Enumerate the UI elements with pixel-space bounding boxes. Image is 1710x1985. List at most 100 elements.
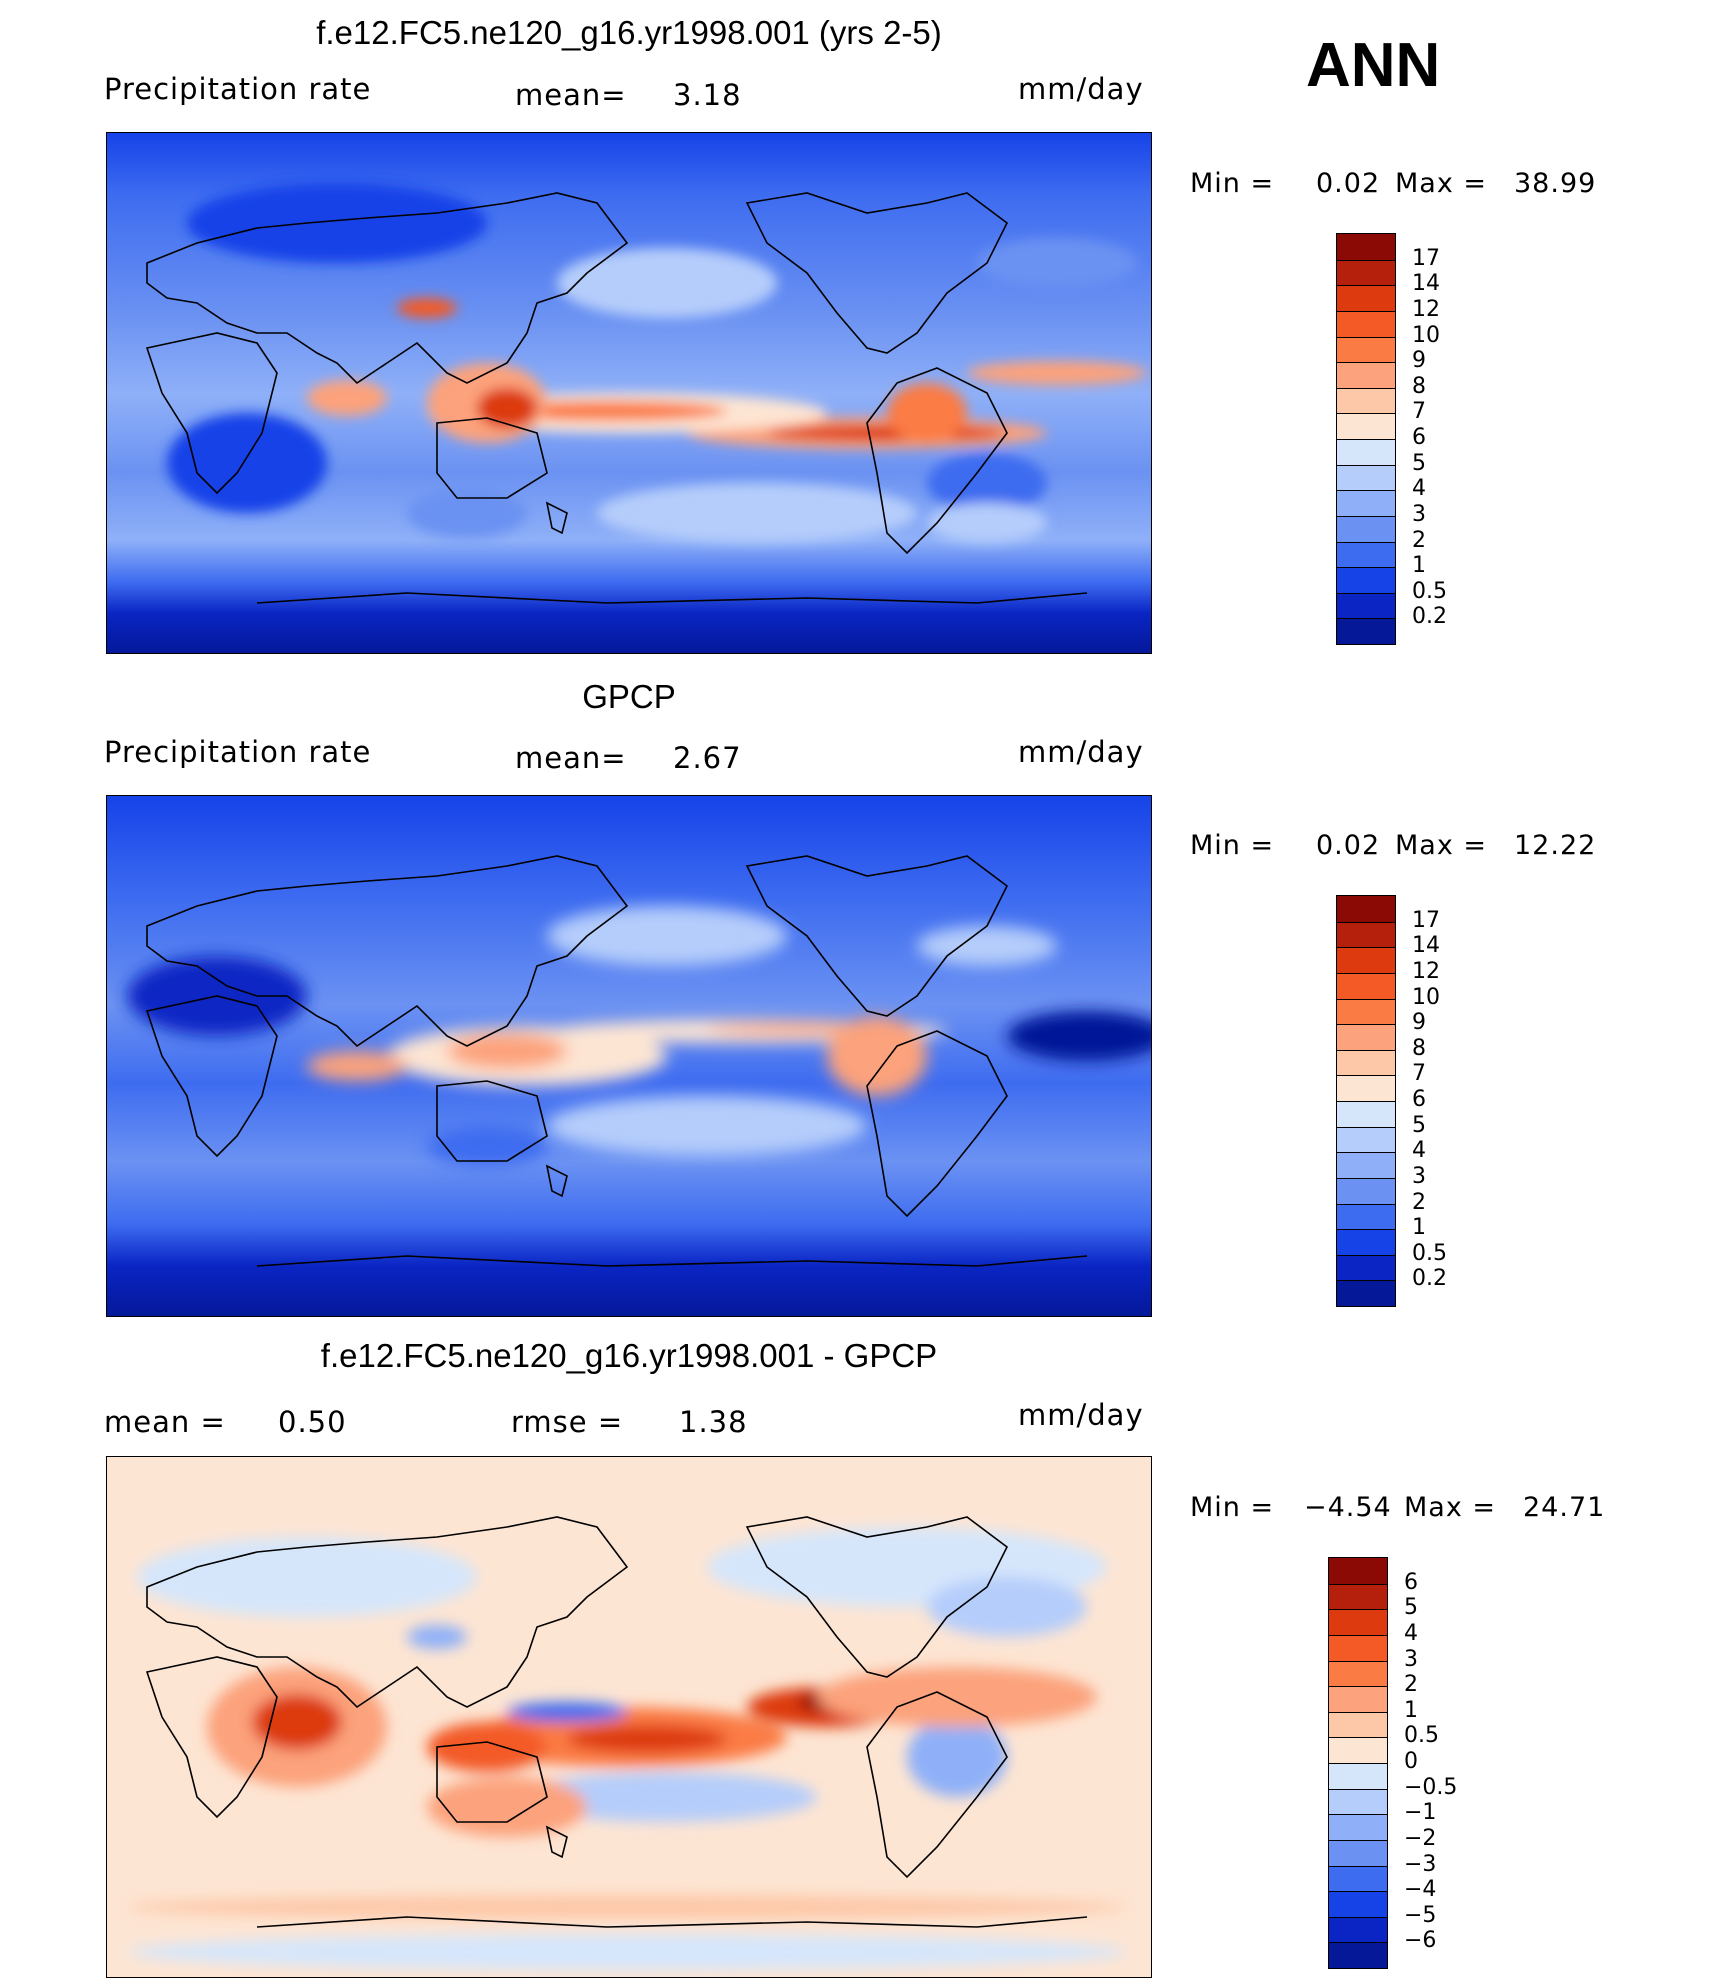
min-value: −4.54 — [1304, 1492, 1392, 1523]
panel-title: f.e12.FC5.ne120_g16.yr1998.001 (yrs 2-5) — [316, 14, 942, 51]
colorbar-tick-label: 2 — [1412, 1189, 1426, 1215]
mean-label: mean= — [515, 78, 627, 112]
colorbar-segment — [1337, 592, 1395, 619]
colorbar-tick-label: 17 — [1412, 245, 1440, 271]
colorbar-segment — [1337, 234, 1395, 260]
colorbar-segment — [1329, 1609, 1387, 1635]
colorbar-segment — [1337, 1280, 1395, 1306]
colorbar-segment — [1329, 1737, 1387, 1763]
colorbar-segment — [1337, 921, 1395, 948]
max-value: 38.99 — [1514, 168, 1597, 199]
colorbar-tick-label: 9 — [1412, 348, 1426, 374]
colorbar-segment — [1329, 1583, 1387, 1610]
colorbar-tick-label: 0.2 — [1412, 604, 1447, 630]
map-svg — [107, 796, 1151, 1316]
units-label: mm/day — [1018, 735, 1144, 769]
colorbar-tick-label: 6 — [1404, 1569, 1418, 1595]
colorbar-tick-label: 1 — [1404, 1697, 1418, 1723]
colorbar-segment — [1337, 1177, 1395, 1204]
max-label: Max = — [1395, 168, 1488, 199]
max-value: 24.71 — [1523, 1492, 1606, 1523]
colorbar-tick-label: 14 — [1412, 271, 1440, 297]
min-label: Min = — [1190, 1492, 1275, 1523]
panel-title: GPCP — [582, 678, 676, 715]
colorbar-segment — [1329, 1711, 1387, 1738]
mean-label: mean = — [104, 1405, 226, 1439]
colorbar-segment — [1337, 1049, 1395, 1076]
colorbar-segment — [1337, 567, 1395, 593]
season-label: ANN — [1306, 31, 1441, 100]
colorbar-segment — [1329, 1891, 1387, 1917]
colorbar-tick-label: 1 — [1412, 1215, 1426, 1241]
colorbar-segment — [1337, 259, 1395, 286]
colorbar-segment — [1337, 1203, 1395, 1230]
colorbar-segment — [1337, 618, 1395, 644]
colorbar-tick-label: 8 — [1412, 1035, 1426, 1061]
colorbar-segment — [1337, 285, 1395, 311]
variable-label: Precipitation rate — [104, 735, 372, 769]
colorbar-tick-label: −3 — [1404, 1851, 1437, 1877]
colorbar-segment — [1337, 464, 1395, 491]
colorbar-tick-label: −1 — [1404, 1800, 1437, 1826]
min-label: Min = — [1190, 168, 1275, 199]
units-label: mm/day — [1018, 72, 1144, 106]
colorbar-tick-label: −2 — [1404, 1825, 1437, 1851]
mean-value: 3.18 — [673, 78, 742, 112]
colorbar-tick-label: 14 — [1412, 933, 1440, 959]
colorbar — [1336, 233, 1396, 645]
colorbar-segment — [1329, 1660, 1387, 1687]
colorbar-tick-label: 0.2 — [1412, 1266, 1447, 1292]
colorbar-segment — [1337, 310, 1395, 337]
colorbar-segment — [1337, 1229, 1395, 1255]
mean-value: 0.50 — [278, 1405, 347, 1439]
colorbar-segment — [1329, 1839, 1387, 1866]
colorbar-tick-label: 5 — [1412, 1112, 1426, 1138]
colorbar-tick-label: 5 — [1412, 450, 1426, 476]
colorbar-tick-label: 0.5 — [1412, 578, 1447, 604]
colorbar-tick-label: 12 — [1412, 296, 1440, 322]
max-value: 12.22 — [1514, 830, 1597, 861]
colorbar-segment — [1329, 1686, 1387, 1712]
max-label: Max = — [1404, 1492, 1497, 1523]
colorbar-tick-label: 0 — [1404, 1749, 1418, 1774]
colorbar-tick-label: 5 — [1404, 1595, 1418, 1621]
map-svg — [107, 133, 1151, 653]
colorbar-segment — [1337, 387, 1395, 414]
colorbar-tick-label: 10 — [1412, 322, 1440, 348]
colorbar-segment — [1337, 362, 1395, 388]
colorbar-tick-label: 3 — [1412, 1163, 1426, 1189]
colorbar-tick-label: 3 — [1412, 501, 1426, 527]
colorbar-tick-label: 6 — [1412, 425, 1426, 450]
colorbar — [1336, 895, 1396, 1307]
colorbar-tick-label: 0.5 — [1404, 1723, 1439, 1749]
colorbar-tick-label: 9 — [1412, 1010, 1426, 1036]
coastlines — [145, 855, 1088, 1267]
colorbar-segment — [1329, 1788, 1387, 1815]
colorbar-segment — [1337, 515, 1395, 542]
min-label: Min = — [1190, 830, 1275, 861]
rmse-label: rmse = — [511, 1405, 624, 1439]
colorbar-segment — [1329, 1942, 1387, 1968]
units-label: mm/day — [1018, 1398, 1144, 1432]
colorbar-tick-label: 7 — [1412, 1061, 1426, 1087]
colorbar-segment — [1337, 1126, 1395, 1153]
colorbar-tick-label: 6 — [1412, 1087, 1426, 1112]
colorbar-segment — [1329, 1814, 1387, 1840]
colorbar-tick-label: 3 — [1404, 1646, 1418, 1672]
colorbar-tick-label: 17 — [1412, 907, 1440, 933]
colorbar-tick-label: −0.5 — [1404, 1774, 1458, 1800]
map-svg — [107, 1457, 1151, 1977]
colorbar-tick-label: 10 — [1412, 984, 1440, 1010]
colorbar-segment — [1337, 1101, 1395, 1127]
colorbar-segment — [1329, 1558, 1387, 1584]
colorbar-tick-label: −5 — [1404, 1902, 1437, 1928]
coastlines — [145, 1516, 1088, 1928]
colorbar-segment — [1337, 1024, 1395, 1050]
colorbar — [1328, 1557, 1388, 1969]
colorbar-tick-label: 12 — [1412, 958, 1440, 984]
mean-value: 2.67 — [673, 741, 742, 775]
map-plot — [106, 795, 1152, 1317]
colorbar-segment — [1337, 998, 1395, 1025]
map-plot — [106, 1456, 1152, 1978]
colorbar-segment — [1337, 541, 1395, 568]
